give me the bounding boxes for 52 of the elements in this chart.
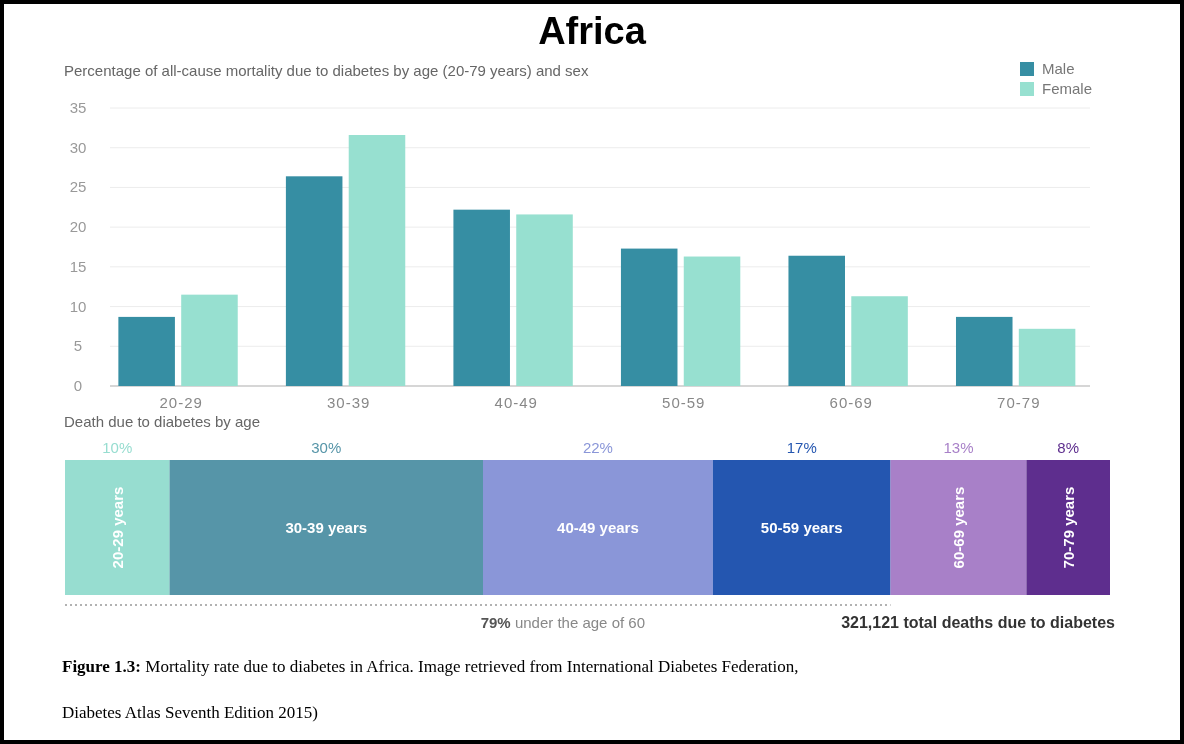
bar <box>1026 460 1110 595</box>
bar <box>65 460 170 595</box>
series-label: 50-59 years <box>760 519 843 536</box>
bar <box>1018 328 1076 386</box>
bar <box>181 294 238 386</box>
data-label: 10% <box>102 439 133 456</box>
x-tick-label: 60-69 <box>829 394 873 411</box>
bar <box>285 176 343 386</box>
bar <box>453 209 510 386</box>
chart-title: Africa <box>538 10 647 52</box>
x-tick-label: 20-29 <box>159 394 203 411</box>
series-label: 60-69 years <box>949 486 967 569</box>
x-tick-label: 50-59 <box>662 394 706 411</box>
y-tick-label: 10 <box>69 297 87 315</box>
series-label: 30-39 years <box>285 519 368 536</box>
text: Figure 1.3: Mortality rate due to diabetes in Africa. Image retrieved from International Diabetes Federation, Diabetes Atlas Seventh Edition 2015) <box>62 657 799 722</box>
y-tick-label: 5 <box>73 337 83 355</box>
bar <box>955 316 1013 386</box>
bar <box>788 255 845 386</box>
text: 79% under the age of 60 <box>480 614 645 631</box>
data-label: 17% <box>786 439 817 456</box>
legend-label: Male <box>1042 60 1075 77</box>
bar <box>348 135 406 386</box>
y-tick-label: 15 <box>69 257 87 275</box>
y-tick-label: 30 <box>69 138 87 156</box>
x-tick-label: 70-79 <box>997 394 1041 411</box>
bar <box>620 248 678 386</box>
bar <box>683 256 741 386</box>
chart-subtitle: Percentage of all-cause mortality due to diabetes by age (20-79 years) and sex <box>64 62 589 79</box>
bar <box>118 316 175 386</box>
bar <box>712 460 891 595</box>
data-label: 30% <box>311 439 342 456</box>
text: 321,121 total deaths due to diabetes <box>841 614 1116 631</box>
series-label: 20-29 years <box>108 486 126 569</box>
bar <box>483 460 713 595</box>
x-tick-label: 40-49 <box>494 394 538 411</box>
series-label: 40-49 years <box>557 519 639 536</box>
data-label: 13% <box>943 439 974 456</box>
bar <box>890 460 1027 595</box>
bar <box>516 214 573 386</box>
y-tick-label: 0 <box>73 377 83 394</box>
y-tick-label: 35 <box>69 99 87 116</box>
data-label: 22% <box>582 439 613 456</box>
chart-title: Death due to diabetes by age <box>64 413 260 430</box>
bar <box>169 460 483 595</box>
bar <box>851 296 908 386</box>
x-tick-label: 30-39 <box>327 394 371 411</box>
y-tick-label: 25 <box>69 178 87 196</box>
data-label: 8% <box>1057 439 1080 456</box>
series-label: 70-79 years <box>1059 486 1077 569</box>
legend-label: Female <box>1042 80 1093 97</box>
y-tick-label: 20 <box>69 218 87 236</box>
